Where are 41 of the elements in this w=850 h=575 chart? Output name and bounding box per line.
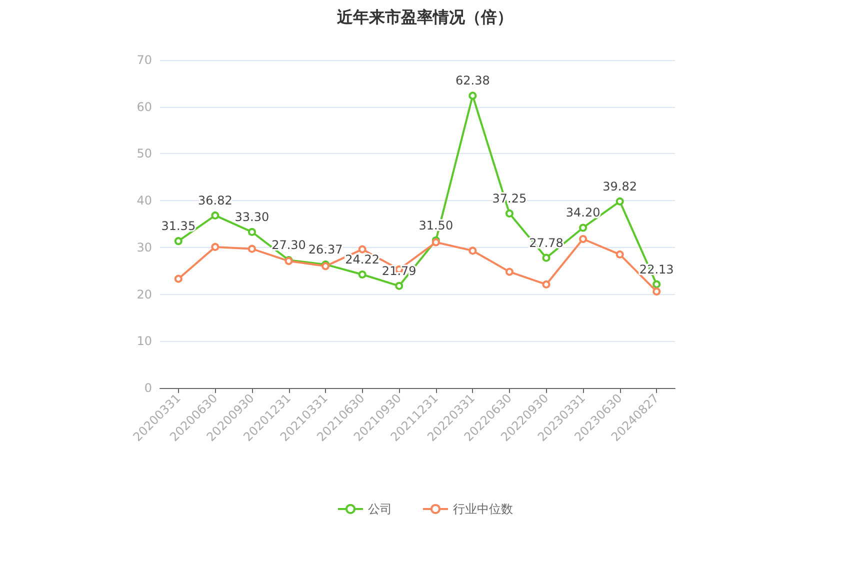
data-label: 36.82	[198, 193, 232, 208]
y-tick-label: 70	[136, 53, 152, 67]
data-label: 34.20	[566, 206, 600, 220]
point	[468, 92, 477, 100]
point	[358, 245, 366, 254]
point	[211, 211, 220, 220]
point	[616, 250, 624, 258]
point	[174, 237, 182, 246]
data-label: 39.82	[602, 179, 637, 194]
point	[211, 242, 220, 251]
point	[542, 254, 550, 262]
point	[358, 270, 366, 279]
data-label: 31.35	[161, 219, 196, 234]
point	[616, 197, 624, 206]
y-tick-label: 50	[136, 146, 152, 161]
data-label: 24.22	[345, 252, 380, 267]
point	[579, 224, 588, 232]
point	[652, 287, 661, 296]
point	[579, 234, 588, 243]
point	[505, 268, 514, 276]
point	[652, 280, 661, 288]
chart-title: 近年来市盈率情况（倍）	[336, 8, 513, 26]
point	[395, 282, 404, 290]
data-label: 62.38	[456, 74, 490, 88]
data-label: 33.30	[234, 210, 270, 224]
data-label: 27.30	[272, 238, 306, 252]
y-tick-label: 60	[136, 100, 152, 114]
point	[174, 274, 182, 283]
point	[505, 209, 514, 218]
y-tick-label: 20	[136, 287, 152, 302]
point	[468, 246, 477, 255]
y-tick-label: 0	[144, 381, 152, 395]
point	[248, 228, 256, 236]
y-tick-label: 30	[136, 240, 152, 254]
y-tick-label: 40	[136, 194, 152, 208]
legend-label: 行业中位数	[453, 502, 513, 516]
point	[542, 280, 550, 288]
y-tick-label: 10	[136, 334, 152, 348]
data-label: 26.37	[308, 242, 343, 256]
legend-label: 公司	[368, 502, 392, 516]
point	[248, 244, 256, 253]
